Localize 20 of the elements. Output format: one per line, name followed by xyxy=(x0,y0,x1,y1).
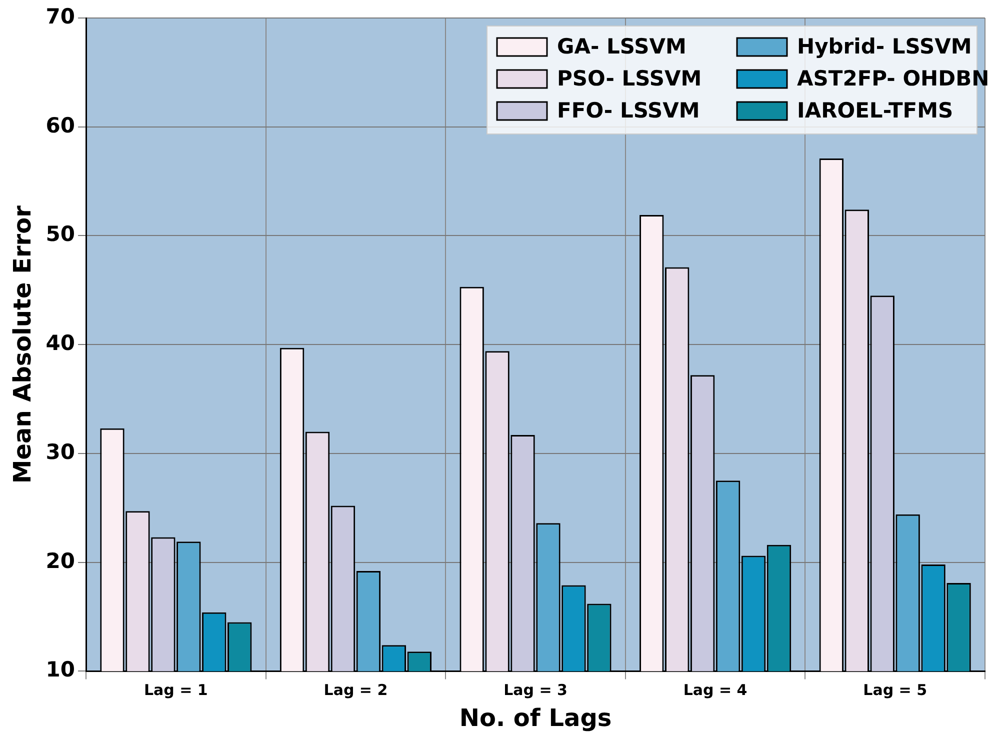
legend-label: IAROEL-TFMS xyxy=(797,98,954,122)
y-axis-title: Mean Absolute Error xyxy=(8,205,37,484)
y-tick-label: 40 xyxy=(46,331,76,356)
y-tick-label: 20 xyxy=(46,548,76,573)
x-tick-label: Lag = 1 xyxy=(144,681,208,700)
y-tick-label: 60 xyxy=(46,113,76,138)
legend-label: PSO- LSSVM xyxy=(557,66,702,90)
y-tick-label: 50 xyxy=(46,222,76,246)
x-tick-label: Lag = 3 xyxy=(504,681,568,700)
y-tick-label: 30 xyxy=(46,440,76,464)
legend-label: GA- LSSVM xyxy=(557,34,686,58)
legend-label: AST2FP- OHDBN xyxy=(797,66,989,90)
y-tick-label: 70 xyxy=(46,4,76,28)
x-tick-label: Lag = 4 xyxy=(683,681,748,700)
x-tick-label: Lag = 5 xyxy=(863,681,928,700)
legend-label: Hybrid- LSSVM xyxy=(797,34,972,58)
x-axis-title: No. of Lags xyxy=(459,704,612,732)
legend-label: FFO- LSSVM xyxy=(557,98,700,122)
x-tick-label: Lag = 2 xyxy=(324,681,388,700)
y-tick-label: 10 xyxy=(46,658,76,682)
